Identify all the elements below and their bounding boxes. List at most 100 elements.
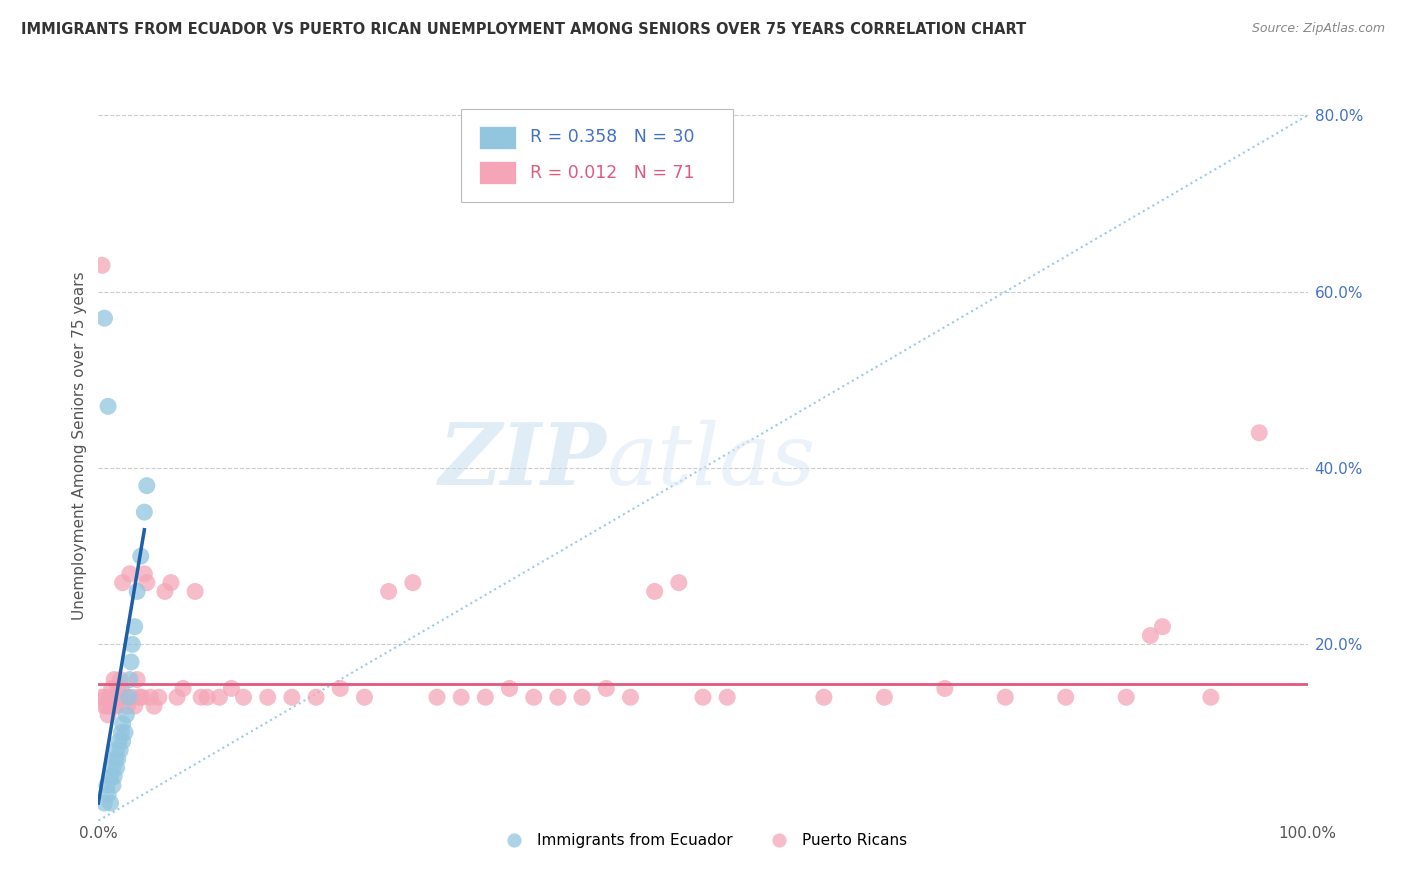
Point (160, 575, 183, 590)
Point (523, 690, 546, 705)
Point (547, 690, 569, 705)
Point (716, 690, 738, 705)
Point (124, 620, 146, 634)
Point (107, 752, 129, 766)
Point (139, 690, 162, 705)
Point (118, 690, 141, 705)
Point (104, 752, 127, 766)
Point (97, 707, 120, 722)
Point (103, 673, 125, 687)
Point (110, 681, 132, 696)
Point (134, 566, 156, 581)
Legend: Immigrants from Ecuador, Puerto Ricans: Immigrants from Ecuador, Puerto Ricans (494, 827, 912, 855)
Point (281, 690, 304, 705)
Point (934, 681, 956, 696)
Point (256, 690, 278, 705)
Text: atlas: atlas (606, 419, 815, 502)
Point (377, 584, 399, 599)
Point (100, 770, 122, 784)
Point (668, 575, 690, 590)
Point (1115, 690, 1137, 705)
Point (93, 311, 115, 326)
Point (118, 566, 141, 581)
Point (450, 690, 472, 705)
Point (111, 575, 134, 590)
Point (232, 690, 254, 705)
Point (117, 699, 139, 714)
Point (103, 770, 125, 784)
Point (221, 681, 243, 696)
Point (402, 575, 425, 590)
Bar (479, 161, 516, 184)
Point (121, 690, 143, 705)
FancyBboxPatch shape (461, 109, 734, 202)
Point (105, 743, 128, 757)
Point (110, 725, 132, 739)
Point (97, 787, 120, 801)
Point (994, 690, 1017, 705)
Point (120, 655, 142, 669)
Point (595, 681, 617, 696)
Point (644, 584, 666, 599)
Point (93, 796, 115, 810)
Point (101, 778, 124, 792)
Point (498, 681, 520, 696)
Point (131, 690, 153, 705)
Point (100, 681, 122, 696)
Point (94, 690, 117, 705)
Point (1139, 628, 1161, 642)
Point (124, 699, 146, 714)
Point (91, 690, 114, 705)
Point (329, 681, 352, 696)
Point (619, 690, 641, 705)
Point (129, 549, 152, 564)
Point (107, 681, 129, 696)
Point (134, 505, 156, 519)
Point (91, 258, 114, 272)
Point (101, 699, 124, 714)
Text: IMMIGRANTS FROM ECUADOR VS PUERTO RICAN UNEMPLOYMENT AMONG SENIORS OVER 75 YEARS: IMMIGRANTS FROM ECUADOR VS PUERTO RICAN … (21, 22, 1026, 37)
Point (100, 699, 122, 714)
Point (873, 690, 896, 705)
Point (100, 796, 122, 810)
Point (108, 673, 131, 687)
Point (148, 690, 170, 705)
Text: R = 0.358   N = 30: R = 0.358 N = 30 (530, 128, 695, 146)
Point (135, 478, 157, 492)
Point (111, 716, 134, 731)
Point (353, 690, 375, 705)
Point (97, 400, 120, 414)
Point (115, 707, 138, 722)
Point (166, 690, 188, 705)
Point (93, 699, 115, 714)
Point (571, 690, 593, 705)
Point (121, 637, 143, 651)
Point (96, 778, 118, 792)
Point (118, 673, 141, 687)
Point (190, 690, 212, 705)
Point (135, 575, 157, 590)
Point (108, 743, 131, 757)
Point (96, 699, 118, 714)
Point (305, 690, 328, 705)
Point (143, 699, 166, 714)
Y-axis label: Unemployment Among Seniors over 75 years: Unemployment Among Seniors over 75 years (72, 272, 87, 620)
Point (128, 690, 150, 705)
Point (692, 690, 714, 705)
Point (184, 584, 207, 599)
Point (195, 690, 218, 705)
Point (813, 690, 835, 705)
Point (104, 690, 127, 705)
Point (114, 690, 136, 705)
Point (105, 761, 128, 775)
Point (1249, 425, 1271, 440)
Point (1054, 690, 1077, 705)
Point (114, 725, 136, 739)
Point (98, 690, 121, 705)
Point (111, 734, 134, 748)
Point (127, 673, 149, 687)
Text: Source: ZipAtlas.com: Source: ZipAtlas.com (1251, 22, 1385, 36)
Point (127, 584, 149, 599)
Point (474, 690, 496, 705)
Point (108, 734, 131, 748)
